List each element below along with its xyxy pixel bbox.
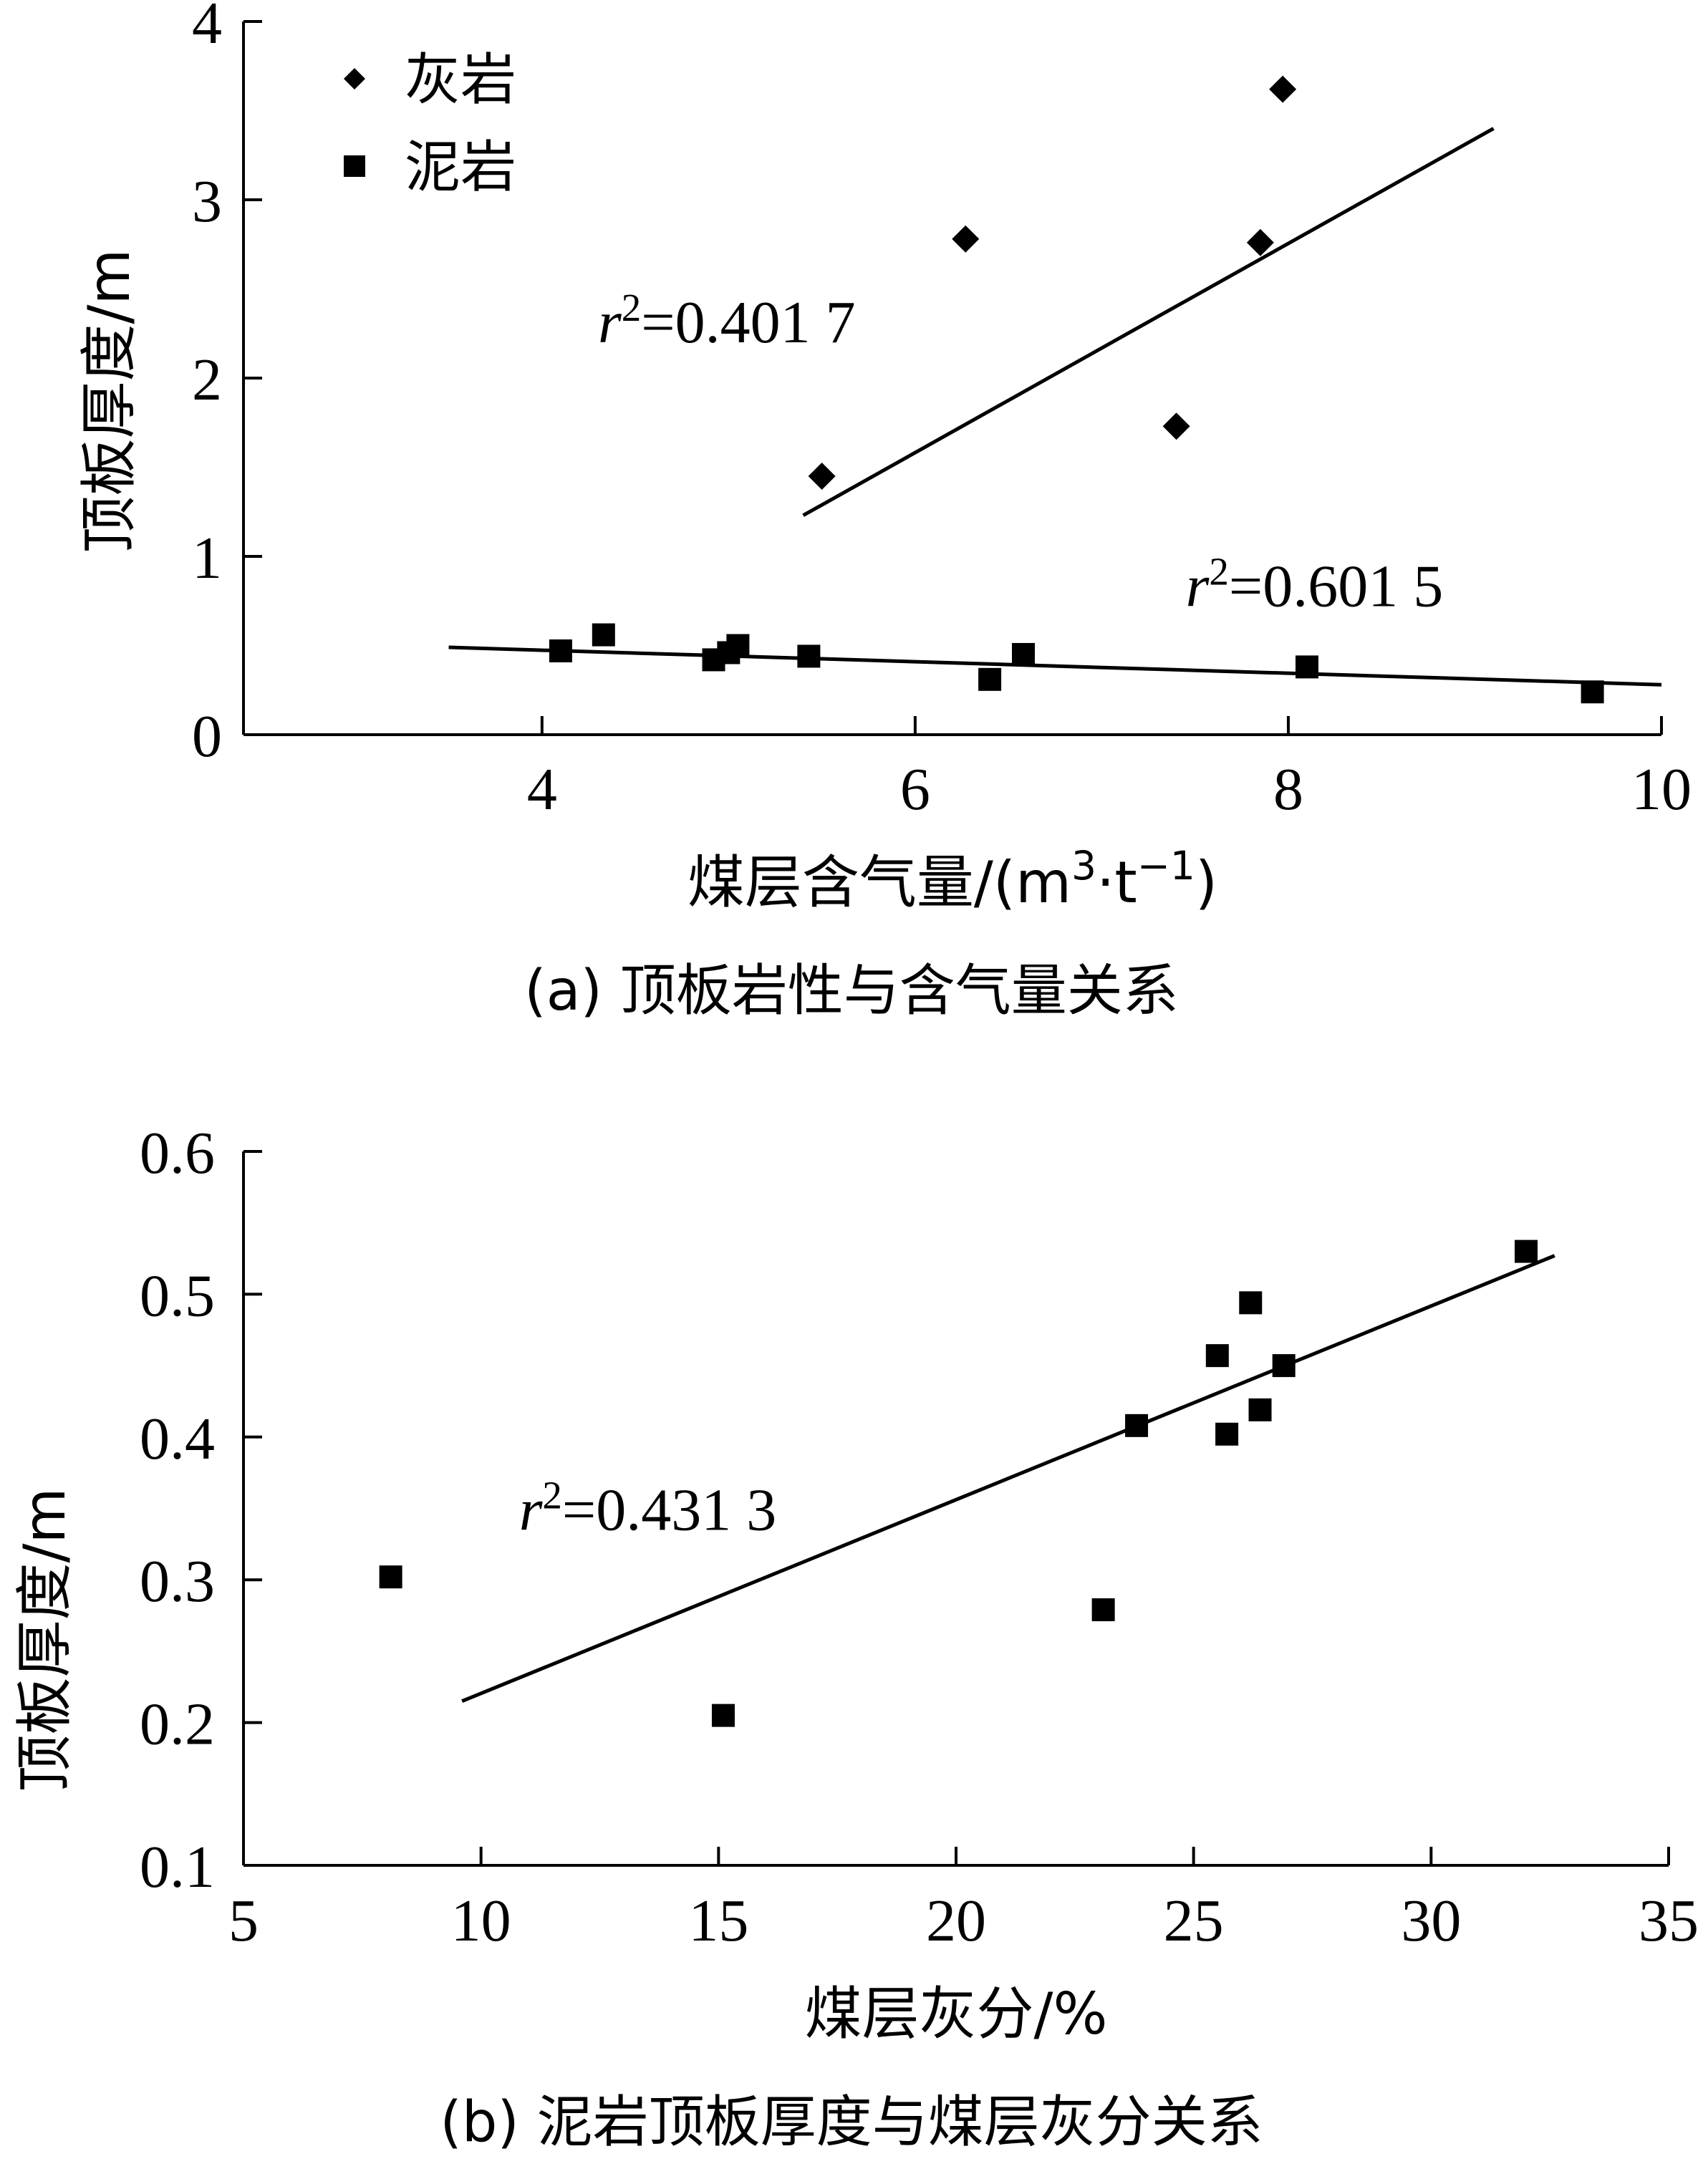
trend-line (448, 645, 1662, 687)
x-tick-label: 6 (900, 756, 930, 823)
x-tick-label: 25 (1164, 1888, 1224, 1954)
data-point-square (1515, 1240, 1538, 1263)
data-point-square (379, 1565, 402, 1589)
data-point-diamond (952, 225, 980, 253)
x-tick-label: 35 (1639, 1888, 1699, 1954)
data-point-square (978, 667, 1002, 691)
data-point-square (1125, 1414, 1149, 1437)
data-point-square (1296, 655, 1318, 679)
x-tick-label: 30 (1401, 1888, 1461, 1954)
legend-marker-square (344, 155, 365, 177)
data-point-square (592, 623, 615, 647)
data-point-square (711, 1704, 735, 1727)
data-point-square (549, 639, 572, 662)
data-point-square (1581, 680, 1604, 704)
legend-label: 泥岩 (405, 135, 516, 200)
y-tick-label: 0.1 (140, 1834, 215, 1900)
panel-caption: (a) 顶板岩性与含气量关系 (524, 959, 1178, 1023)
data-point-square (1215, 1422, 1239, 1446)
r-squared-label: r2=0.431 3 (519, 1473, 777, 1544)
data-point-square (1272, 1354, 1296, 1378)
y-axis-label: 顶板厚度/m (76, 249, 143, 554)
y-axis-label: 顶板厚度/m (11, 1488, 78, 1792)
y-tick-label: 4 (192, 0, 222, 57)
x-tick-label: 10 (1631, 756, 1692, 823)
x-tick-label: 5 (228, 1888, 259, 1954)
legend-label: 灰岩 (405, 48, 516, 112)
data-point-diamond (1269, 75, 1297, 103)
r-squared-label: r2=0.401 7 (598, 286, 856, 357)
x-tick-label: 15 (688, 1888, 748, 1954)
x-axis-label: 煤层灰分/% (805, 1981, 1108, 2047)
trend-line (802, 127, 1495, 517)
r-squared-label: r2=0.601 5 (1186, 549, 1444, 620)
panel-a-chart: 0 1 2 3 4 4 6 8 10 煤层含气量/(m3·t−1) 顶板厚度/m (a) 顶板岩性与含… (76, 0, 1692, 1023)
legend-marker-diamond (344, 68, 365, 90)
panel-b-chart: 0.1 0.2 0.3 0.4 0.5 0.6 5 10 15 20 25 30 35 煤层灰分/% 顶板厚… (11, 1120, 1699, 2155)
data-point-square (726, 634, 750, 657)
y-tick-label: 0 (192, 703, 222, 770)
data-point-diamond (1246, 228, 1274, 256)
data-point-square (1091, 1598, 1115, 1622)
x-tick-label: 20 (926, 1888, 986, 1954)
x-tick-label: 4 (527, 756, 557, 823)
y-tick-label: 2 (192, 347, 222, 413)
y-tick-label: 0.5 (140, 1262, 215, 1329)
y-tick-label: 0.3 (140, 1548, 215, 1615)
x-tick-label: 10 (451, 1888, 511, 1954)
data-point-square (1248, 1398, 1272, 1421)
data-point-square (1239, 1291, 1263, 1315)
trend-line (461, 1254, 1555, 1704)
panel-caption: (b) 泥岩顶板厚度与煤层灰分关系 (440, 2090, 1263, 2155)
y-tick-label: 0.6 (140, 1120, 215, 1187)
x-axis-label: 煤层含气量/(m3·t−1) (688, 843, 1217, 916)
data-point-square (1012, 642, 1035, 666)
y-tick-label: 1 (192, 525, 222, 591)
data-point-diamond (808, 462, 836, 490)
y-tick-label: 0.4 (140, 1406, 215, 1472)
data-point-square (797, 644, 821, 668)
data-point-square (1205, 1344, 1229, 1368)
y-tick-label: 0.2 (140, 1691, 215, 1758)
y-tick-label: 3 (192, 168, 222, 235)
data-point-diamond (1162, 412, 1190, 440)
x-tick-label: 8 (1273, 756, 1303, 823)
